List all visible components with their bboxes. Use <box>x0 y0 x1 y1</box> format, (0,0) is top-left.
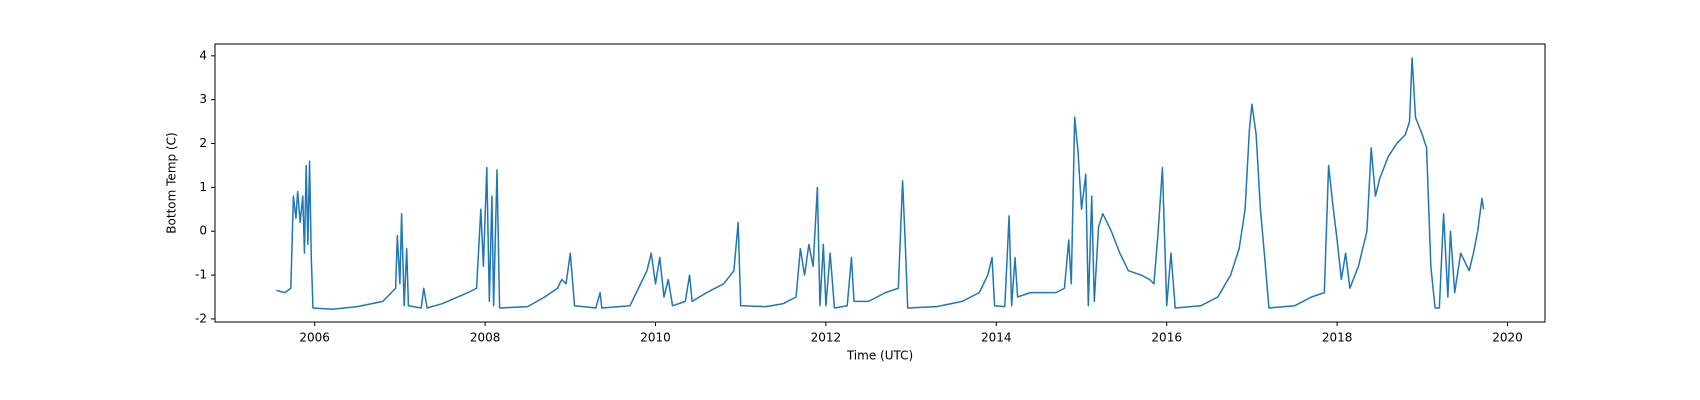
y-tick-label: 1 <box>199 180 207 194</box>
x-tick-label: 2020 <box>1492 331 1523 345</box>
x-tick-label: 2010 <box>640 331 671 345</box>
data-line <box>276 57 1485 311</box>
x-axis-label: Time (UTC) <box>846 349 913 363</box>
y-tick-label: 3 <box>199 92 207 106</box>
x-tick-label: 2018 <box>1322 331 1353 345</box>
y-axis-label: Bottom Temp (C) <box>165 132 179 233</box>
x-tick-label: 2016 <box>1151 331 1182 345</box>
x-tick-label: 2014 <box>981 331 1012 345</box>
y-tick-label: 0 <box>199 224 207 238</box>
plot-frame <box>214 43 1546 323</box>
x-tick-label: 2012 <box>811 331 842 345</box>
x-tick-label: 2006 <box>299 331 330 345</box>
y-tick-label: -2 <box>195 311 207 325</box>
y-tick-label: 4 <box>199 48 207 62</box>
y-tick-label: -1 <box>195 268 207 282</box>
y-tick-label: 2 <box>199 136 207 150</box>
x-tick-label: 2008 <box>470 331 501 345</box>
